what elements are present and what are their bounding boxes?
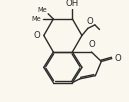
Text: O: O [34,31,41,40]
Text: O: O [89,40,95,49]
Text: OH: OH [65,0,78,8]
Text: Me: Me [31,16,41,22]
Text: O: O [114,54,121,63]
Text: O: O [86,17,93,26]
Text: Me: Me [37,7,47,13]
